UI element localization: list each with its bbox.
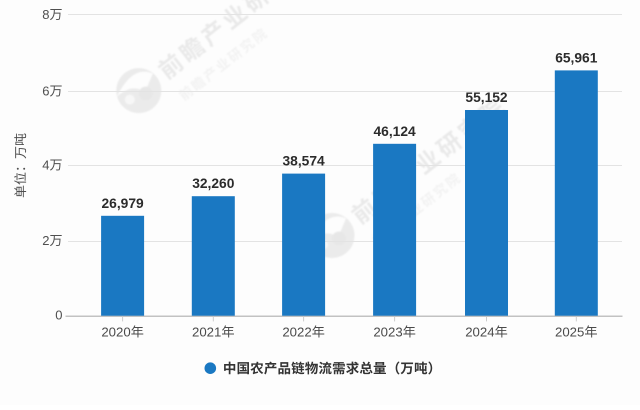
svg-text:2025: 2025 — [555, 325, 584, 340]
svg-text:46,124: 46,124 — [373, 124, 416, 139]
svg-text:2020: 2020 — [101, 325, 130, 340]
svg-text:65,961: 65,961 — [555, 50, 598, 65]
svg-text:2024: 2024 — [465, 325, 494, 340]
svg-text:4: 4 — [42, 158, 49, 173]
svg-text:0: 0 — [55, 308, 62, 323]
svg-text:2: 2 — [42, 233, 49, 248]
svg-text:38,574: 38,574 — [282, 154, 325, 169]
svg-text:2023: 2023 — [373, 325, 402, 340]
svg-text:26,979: 26,979 — [101, 196, 144, 211]
svg-text:32,260: 32,260 — [192, 176, 235, 191]
svg-text:2022: 2022 — [282, 325, 311, 340]
svg-text:55,152: 55,152 — [465, 90, 508, 105]
svg-text:8: 8 — [42, 7, 49, 22]
svg-text:2021: 2021 — [192, 325, 221, 340]
svg-text:6: 6 — [42, 84, 49, 99]
